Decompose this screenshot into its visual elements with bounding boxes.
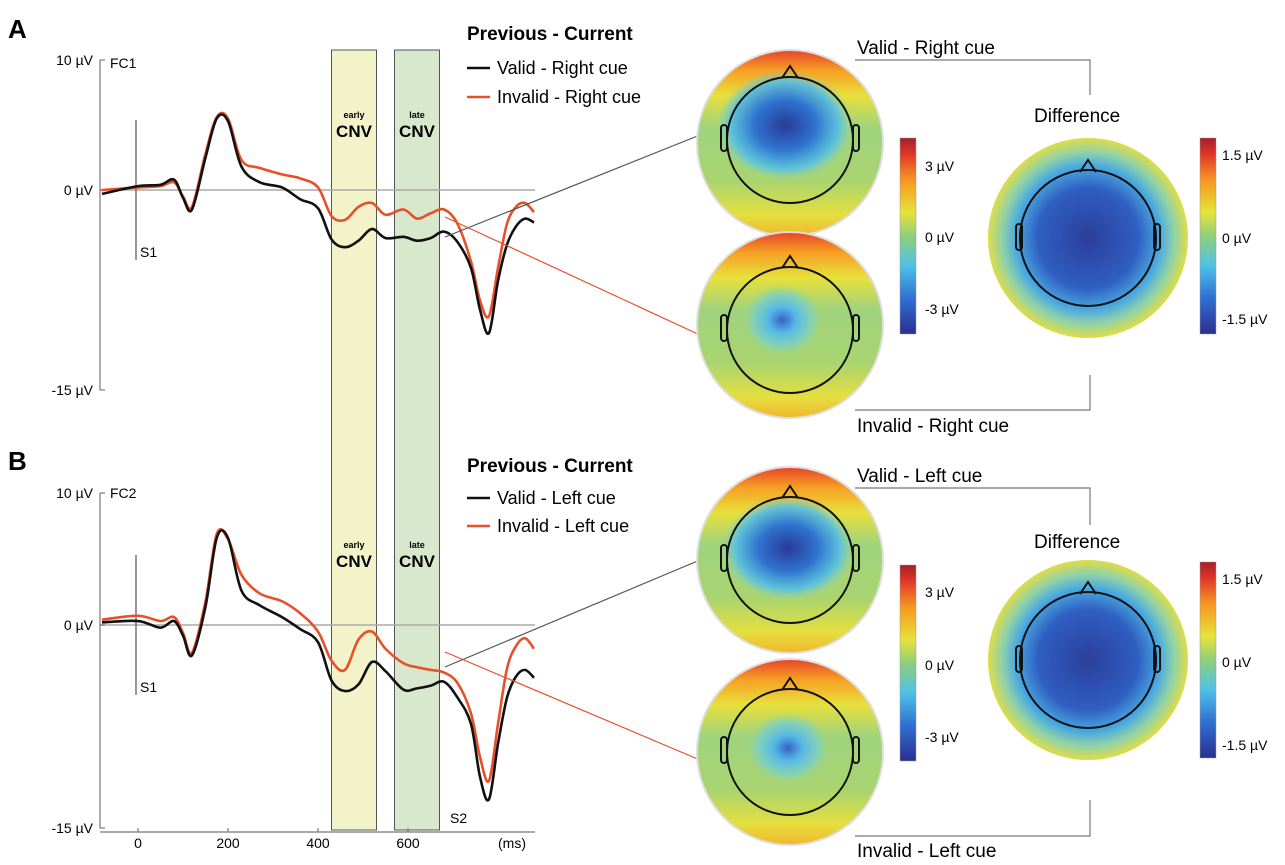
cnv-window-small-label: late (409, 540, 425, 550)
y-tick-label: 10 µV (56, 52, 94, 68)
cnv-window-big-label: CNV (336, 122, 373, 141)
cnv-window-late (394, 49, 440, 831)
legend-entry-valid-b: Valid - Left cue (497, 488, 616, 508)
series-line-invalid-b (101, 527, 536, 784)
connector-b-valid (444, 559, 701, 668)
cnv-window-small-label: late (409, 110, 425, 120)
cnv-window-early (331, 49, 377, 831)
topomap-a-difference (988, 138, 1188, 338)
colorbar-a-left-min: -3 µV (925, 301, 959, 317)
topo-label-difference-b: Difference (1034, 532, 1120, 553)
bracket-b-top (855, 487, 1091, 525)
series-line-invalid-a (101, 111, 535, 319)
channel-label-b: FC2 (110, 485, 137, 501)
panel-letter-a: A (8, 14, 27, 44)
legend-entry-invalid-a: Invalid - Right cue (497, 87, 641, 107)
bracket-a-top (855, 59, 1091, 95)
y-tick-label: -15 µV (51, 382, 93, 398)
y-tick-label: 0 µV (64, 617, 94, 633)
cnv-windows: early CNV early CNV late CNV late CNV (331, 49, 440, 831)
colorbar-b-right-min: -1.5 µV (1222, 737, 1268, 753)
connector-b-invalid (444, 651, 701, 761)
stim-label-a: S1 (140, 244, 157, 260)
y-tick-label: 0 µV (64, 182, 94, 198)
colorbar-b-left-mid: 0 µV (925, 657, 955, 673)
topomap-b-valid (696, 466, 884, 654)
head-outline-icon (1019, 169, 1157, 307)
topo-label-valid-b: Valid - Left cue (857, 466, 982, 487)
cnv-window-big-label: CNV (399, 552, 436, 571)
colorbar-b-right-max: 1.5 µV (1222, 571, 1263, 587)
y-tick-label: -15 µV (51, 820, 93, 836)
topo-label-difference-a: Difference (1034, 106, 1120, 127)
topomap-a-valid (696, 49, 884, 237)
head-outline-icon (1019, 591, 1157, 729)
colorbar-b-left-max: 3 µV (925, 584, 955, 600)
connector-a-valid (444, 134, 701, 238)
topo-label-invalid-b: Invalid - Left cue (857, 841, 996, 860)
panel-letter-b: B (8, 446, 27, 476)
panel-b: B 10 µV 0 µV -15 µV 0 200 400 600 (ms) FC2 S1 S… (8, 446, 633, 851)
axes-b: 10 µV 0 µV -15 µV 0 200 400 600 (ms) (51, 485, 536, 851)
cnv-window-big-label: CNV (336, 552, 373, 571)
colorbar-a-left: 3 µV 0 µV -3 µV (899, 137, 959, 335)
x-tick-label: 600 (396, 835, 420, 851)
bracket-b-bottom (855, 800, 1091, 837)
colorbar-b-left-min: -3 µV (925, 729, 959, 745)
y-tick-label: 10 µV (56, 485, 94, 501)
series-line-valid-b (101, 528, 535, 802)
x-axis-label: (ms) (498, 835, 526, 851)
topo-labels-a: Valid - Right cue Invalid - Right cue Di… (855, 38, 1120, 437)
topo-labels-b: Valid - Left cue Invalid - Left cue Diff… (855, 466, 1120, 862)
legend-entry-valid-a: Valid - Right cue (497, 58, 628, 78)
colorbar-a-right: 1.5 µV 0 µV -1.5 µV (1199, 137, 1268, 335)
axes-a: 10 µV 0 µV -15 µV (51, 52, 535, 398)
bracket-a-bottom (855, 375, 1091, 411)
colorbar-a-right-mid: 0 µV (1222, 230, 1252, 246)
topomap-a-invalid (696, 231, 884, 419)
topo-label-invalid-a: Invalid - Right cue (857, 416, 1009, 437)
topomap-b-difference (988, 560, 1188, 760)
colorbar-a-right-max: 1.5 µV (1222, 147, 1263, 163)
cnv-window-small-label: early (343, 110, 364, 120)
legend-title-a: Previous - Current (467, 24, 633, 45)
colorbar-b-right: 1.5 µV 0 µV -1.5 µV (1199, 561, 1268, 759)
cnv-window-small-label: early (343, 540, 364, 550)
cnv-window-big-label: CNV (399, 122, 436, 141)
x-tick-label: 0 (134, 835, 142, 851)
legend-entry-invalid-b: Invalid - Left cue (497, 516, 629, 536)
topomap-b-invalid (696, 658, 884, 846)
x-tick-label: 400 (306, 835, 330, 851)
legend-title-b: Previous - Current (467, 456, 633, 477)
stim-label-b: S1 (140, 679, 157, 695)
panel-a: A 10 µV 0 µV -15 µV FC1 S1 Previous - Curr… (8, 14, 641, 398)
colorbar-a-left-mid: 0 µV (925, 229, 955, 245)
x-tick-label: 200 (216, 835, 240, 851)
colorbar-a-left-max: 3 µV (925, 158, 955, 174)
series-line-valid-a (101, 113, 535, 336)
colorbar-b-left: 3 µV 0 µV -3 µV (899, 564, 959, 762)
topo-label-valid-a: Valid - Right cue (857, 38, 995, 59)
colorbar-b-right-mid: 0 µV (1222, 654, 1252, 670)
channel-label-a: FC1 (110, 55, 137, 71)
connector-lines (444, 134, 701, 761)
stim2-label-b: S2 (450, 810, 467, 826)
colorbar-a-right-min: -1.5 µV (1222, 311, 1268, 327)
connector-a-invalid (444, 216, 701, 336)
